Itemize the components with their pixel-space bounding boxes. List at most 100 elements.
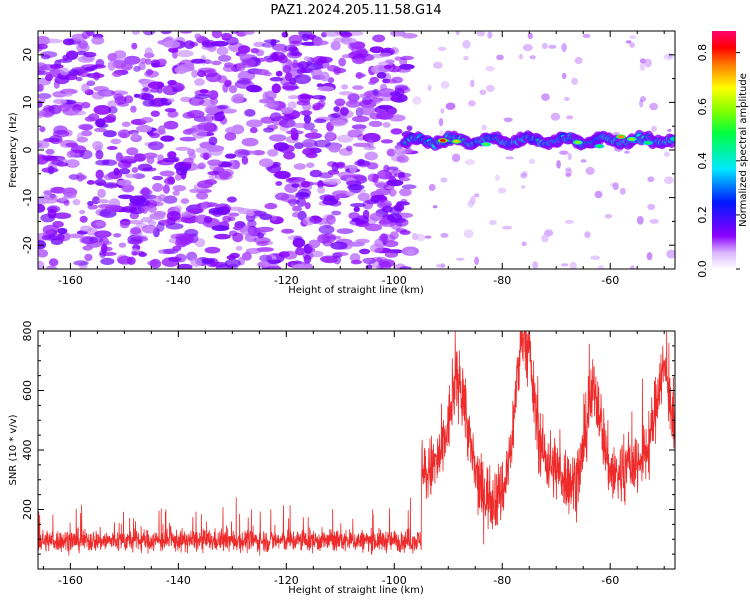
heatmap-cell bbox=[237, 78, 252, 85]
heatmap-cell bbox=[35, 261, 44, 269]
heatmap-cell bbox=[532, 261, 538, 269]
heatmap-cell bbox=[45, 74, 53, 81]
heatmap-cell bbox=[441, 81, 450, 89]
heatmap-cell bbox=[34, 204, 45, 213]
heatmap-cell bbox=[640, 58, 646, 63]
heatmap-cell bbox=[42, 157, 58, 161]
heatmap-marks bbox=[32, 27, 678, 273]
heatmap-cell bbox=[250, 127, 258, 133]
heatmap-cell bbox=[340, 107, 349, 116]
heatmap-cell bbox=[347, 184, 364, 190]
heatmap-cell bbox=[214, 234, 231, 240]
heatmap-cell bbox=[211, 61, 222, 66]
heatmap-cell bbox=[141, 187, 150, 196]
heatmap-cell bbox=[399, 177, 410, 181]
heatmap-cell bbox=[487, 31, 492, 38]
heatmap-cell bbox=[350, 203, 366, 207]
heatmap-cell bbox=[381, 139, 393, 143]
heatmap-cell bbox=[330, 242, 347, 250]
heatmap-cell bbox=[209, 208, 224, 214]
colorbar-label: Normalized spectral amplitude bbox=[738, 73, 749, 227]
heatmap-cell bbox=[397, 201, 410, 205]
x-tick-label: -160 bbox=[58, 574, 83, 587]
heatmap-cell bbox=[370, 244, 383, 253]
heatmap-cell bbox=[97, 189, 106, 198]
heatmap-cell bbox=[561, 263, 568, 266]
heatmap-cell bbox=[236, 246, 243, 251]
heatmap-cell bbox=[528, 33, 533, 39]
heatmap-cell bbox=[191, 59, 206, 64]
heatmap-cell bbox=[108, 106, 118, 113]
heatmap-cell bbox=[470, 80, 474, 88]
heatmap-cell bbox=[369, 121, 383, 127]
heatmap-cell bbox=[399, 64, 415, 70]
heatmap-cell bbox=[82, 31, 91, 39]
heatmap-cell bbox=[337, 228, 354, 234]
heatmap-cell bbox=[283, 251, 298, 260]
heatmap-cell bbox=[118, 129, 131, 138]
heatmap-cell bbox=[406, 249, 414, 255]
heatmap-cell bbox=[502, 226, 512, 230]
heatmap-cell bbox=[164, 121, 179, 130]
heatmap-cell bbox=[523, 44, 533, 51]
heatmap-cell bbox=[498, 188, 507, 194]
heatmap-cell bbox=[117, 256, 132, 265]
heatmap-cell bbox=[228, 213, 239, 217]
heatmap-cell bbox=[333, 252, 349, 256]
heatmap-cell bbox=[64, 193, 77, 198]
heatmap-cell bbox=[269, 134, 286, 141]
heatmap-cell bbox=[310, 217, 323, 222]
heatmap-cell bbox=[148, 81, 164, 89]
heatmap-cell bbox=[338, 58, 346, 67]
heatmap-cell bbox=[389, 206, 401, 214]
heatmap-cell bbox=[87, 204, 98, 209]
heatmap-cell bbox=[205, 247, 221, 254]
heatmap-cell bbox=[251, 48, 260, 53]
heatmap-cell bbox=[463, 56, 468, 60]
heatmap-cell bbox=[281, 194, 297, 202]
x-tick-label: -60 bbox=[601, 574, 619, 587]
heatmap-cell bbox=[596, 145, 602, 148]
heatmap-cell bbox=[241, 58, 256, 68]
heatmap-cell bbox=[373, 100, 381, 104]
heatmap-cell bbox=[264, 203, 277, 209]
heatmap-cell bbox=[440, 177, 447, 182]
heatmap-cell bbox=[34, 140, 49, 148]
heatmap-cell bbox=[317, 86, 334, 91]
heatmap-cell bbox=[270, 77, 283, 82]
heatmap-cell bbox=[328, 114, 341, 118]
heatmap-cell bbox=[200, 89, 209, 93]
heatmap-cell bbox=[160, 171, 175, 177]
heatmap-cell bbox=[288, 101, 297, 109]
heatmap-cell bbox=[428, 85, 432, 92]
heatmap-cell bbox=[326, 131, 335, 141]
heatmap-cell bbox=[273, 162, 281, 167]
heatmap-cell bbox=[319, 225, 335, 234]
heatmap-cell bbox=[102, 159, 117, 165]
heatmap-cell bbox=[81, 125, 93, 131]
heatmap-cell bbox=[383, 122, 391, 128]
heatmap-cell bbox=[176, 167, 188, 176]
heatmap-cell bbox=[160, 135, 174, 141]
heatmap-cell bbox=[46, 39, 63, 44]
heatmap-cell bbox=[372, 174, 378, 184]
heatmap-cell bbox=[276, 71, 283, 77]
heatmap-cell bbox=[605, 214, 612, 219]
heatmap-cell bbox=[242, 138, 259, 147]
heatmap-cell bbox=[37, 249, 48, 257]
heatmap-cell bbox=[149, 196, 163, 204]
heatmap-cell bbox=[263, 72, 272, 77]
colorbar-tick-label: 0.8 bbox=[696, 44, 709, 62]
heatmap-cell bbox=[618, 135, 624, 138]
heatmap-cell bbox=[439, 118, 443, 126]
heatmap-cell bbox=[134, 94, 140, 98]
heatmap-cell bbox=[217, 75, 227, 83]
heatmap-cell bbox=[96, 170, 104, 180]
figure-canvas: PAZ1.2024.205.11.58.G14 -160 -140 -120 -100… bbox=[0, 0, 750, 600]
heatmap-cell bbox=[629, 138, 635, 141]
heatmap-cell bbox=[163, 158, 178, 163]
heatmap-cell bbox=[304, 255, 312, 264]
heatmap-cell bbox=[402, 33, 418, 39]
heatmap-cell bbox=[58, 228, 68, 234]
heatmap-cell bbox=[94, 230, 111, 237]
